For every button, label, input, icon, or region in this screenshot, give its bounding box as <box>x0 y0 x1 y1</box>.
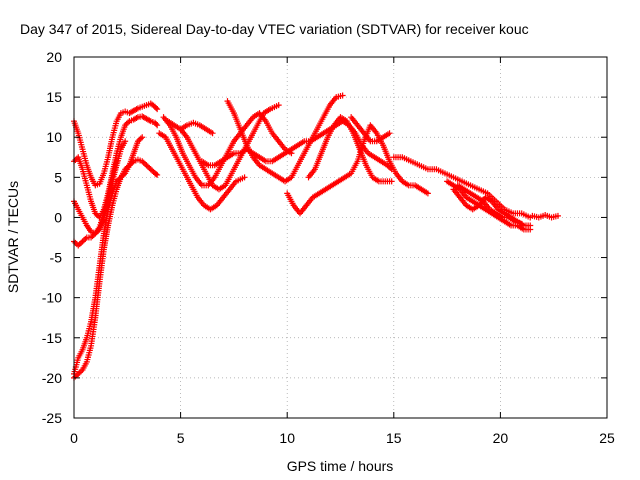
series-arc-15 <box>348 114 393 145</box>
y-tick-label: 0 <box>54 209 62 225</box>
data-point <box>518 220 525 227</box>
data-point <box>153 104 160 111</box>
series-arc-8 <box>164 118 216 137</box>
series-arc-14 <box>305 114 395 185</box>
data-point <box>554 212 561 219</box>
data-point <box>153 171 160 178</box>
y-tick-label: 5 <box>54 169 62 185</box>
data-point <box>154 122 161 129</box>
x-tick-label: 15 <box>386 430 402 446</box>
y-axis-label: SDTVAR / TECUs <box>5 181 21 293</box>
data-point <box>154 171 161 178</box>
series-arc-18 <box>450 186 534 229</box>
y-tick-label: -20 <box>42 370 62 386</box>
axis-ticks: 0 5 10 15 20 25 -25 -20 -15 -10 -5 0 5 10 15 20 <box>42 49 615 446</box>
data-points <box>71 92 561 381</box>
data-point <box>139 134 146 141</box>
series-arc-6 <box>71 158 120 237</box>
x-tick-label: 20 <box>493 430 509 446</box>
series-arc-19 <box>454 182 525 227</box>
data-point <box>527 222 534 229</box>
series-arc-16 <box>390 154 534 221</box>
plot-frame <box>73 56 608 419</box>
y-tick-label: 10 <box>46 129 62 145</box>
series-arc-4 <box>71 134 146 377</box>
data-point <box>241 174 248 181</box>
x-axis-label: GPS time / hours <box>287 458 394 474</box>
y-tick-label: 20 <box>46 49 62 65</box>
series-arc-20 <box>529 212 561 221</box>
x-tick-label: 25 <box>599 430 615 446</box>
y-tick-label: -5 <box>50 250 63 266</box>
data-point <box>388 178 395 185</box>
series-arc-5 <box>71 138 129 249</box>
y-tick-label: -25 <box>42 410 62 426</box>
series-arc-13 <box>284 122 431 217</box>
series-arc-9 <box>156 130 248 213</box>
data-point <box>122 138 129 145</box>
data-point <box>275 102 282 109</box>
data-point <box>209 130 216 137</box>
series-arc-1 <box>71 100 161 189</box>
y-tick-label: -10 <box>42 290 62 306</box>
data-point <box>113 158 120 165</box>
y-tick-label: -15 <box>42 330 62 346</box>
chart-title: Day 347 of 2015, Sidereal Day-to-day VTE… <box>20 21 529 37</box>
data-point <box>154 106 161 113</box>
x-tick-label: 0 <box>70 430 78 446</box>
y-tick-label: 15 <box>46 89 62 105</box>
data-point <box>386 130 393 137</box>
data-point <box>339 92 346 99</box>
x-tick-label: 5 <box>177 430 185 446</box>
data-point <box>424 190 431 197</box>
data-point <box>153 120 160 127</box>
x-tick-label: 10 <box>279 430 295 446</box>
grid <box>74 57 607 418</box>
